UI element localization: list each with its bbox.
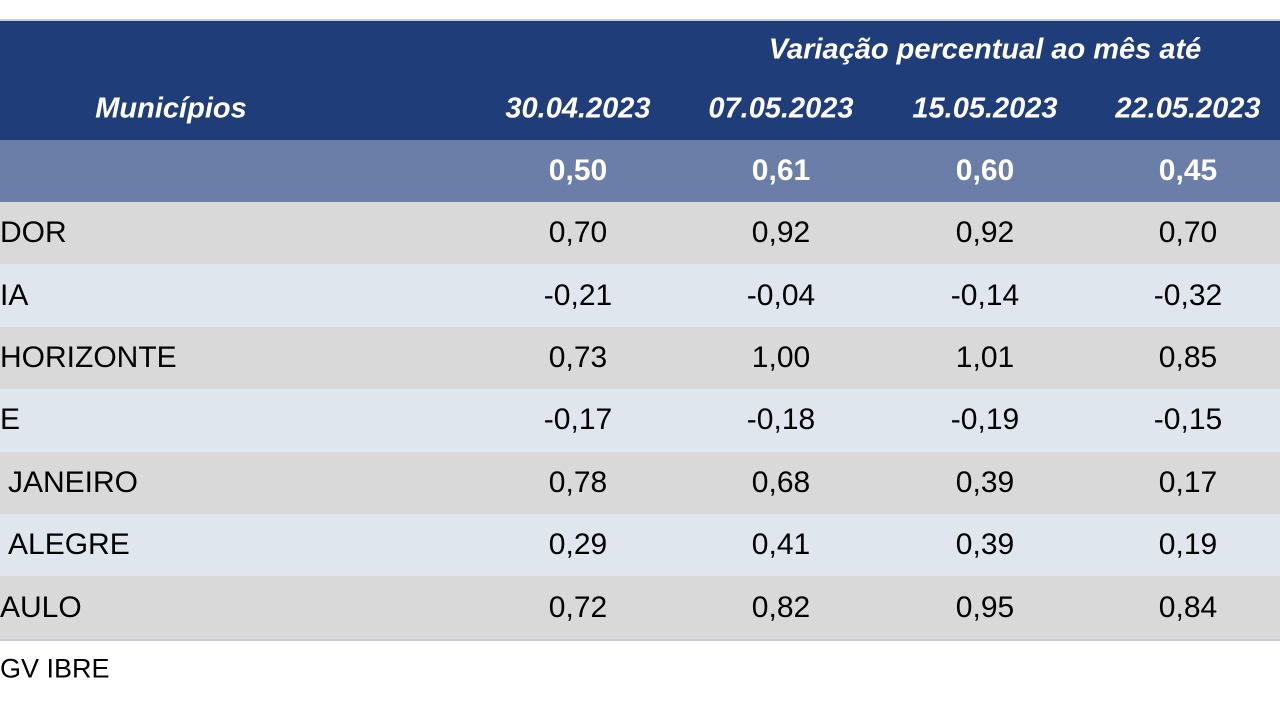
row-label: E [0,403,21,437]
row-band [0,202,1280,265]
cell-value: 0,19 [1158,528,1218,562]
cell-value: 0,85 [1158,341,1218,374]
cell-value: 0,29 [548,528,608,562]
row-label: ALEGRE [8,528,130,562]
summary-band [0,140,1280,202]
row-band [0,264,1280,327]
cell-value: 0,68 [751,465,811,499]
summary-value: 0,45 [1158,154,1218,187]
cell-value: -0,04 [746,278,816,312]
cell-value: -0,17 [543,403,613,437]
cell-value: 0,73 [548,341,608,374]
cell-value: -0,14 [950,278,1020,312]
cell-value: 0,70 [548,216,608,250]
cell-value: 0,78 [548,465,608,499]
group-title: Variação percentual ao mês até [768,33,1202,66]
date-header: 15.05.2023 [912,92,1058,125]
cell-value: 0,39 [955,528,1015,562]
cell-value: 0,41 [751,528,811,562]
date-header: 30.04.2023 [505,92,651,125]
cell-value: -0,19 [950,403,1020,437]
cell-value: 0,95 [955,590,1015,624]
source: GV IBRE [0,653,110,684]
row-band [0,576,1280,639]
cell-value: 0,17 [1158,465,1218,499]
cell-value: 0,39 [955,465,1015,499]
date-header: 22.05.2023 [1115,92,1261,125]
row-label: JANEIRO [8,465,139,499]
summary-value: 0,60 [955,154,1015,187]
row-label: IA [0,278,29,312]
summary-value: 0,50 [548,154,608,187]
cell-value: 0,70 [1158,216,1218,250]
cell-value: 0,82 [751,590,811,624]
cell-value: 1,00 [751,341,811,374]
date-header: 07.05.2023 [708,92,854,125]
row-band [0,451,1280,514]
cell-value: -0,32 [1153,278,1223,312]
row-band [0,326,1280,390]
header-band [0,21,1280,140]
summary-value: 0,61 [751,154,811,187]
top-rule [0,19,1280,21]
cell-value: -0,18 [746,403,816,437]
cell-value: 0,72 [548,590,608,624]
row-label: AULO [0,590,82,624]
bottom-rule [0,638,1280,641]
row-band [0,389,1280,452]
row-label-header: Municípios [95,92,247,125]
cell-value: 1,01 [955,341,1015,374]
cell-value: 0,84 [1158,590,1218,624]
cell-value: -0,21 [543,278,613,312]
cell-value: 0,92 [751,216,811,250]
cell-value: 0,92 [955,216,1015,250]
row-band [0,514,1280,577]
row-label: DOR [0,216,67,250]
row-label: HORIZONTE [0,341,177,374]
cell-value: -0,15 [1153,403,1223,437]
